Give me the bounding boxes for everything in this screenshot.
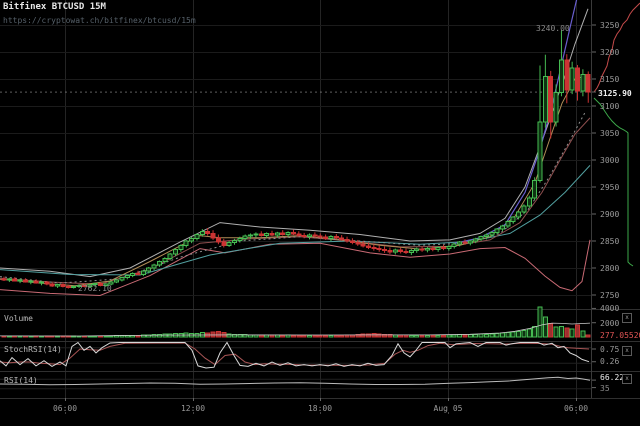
volume-panel-label: Volume [4, 314, 33, 323]
high-watermark-label: 3240.00 [536, 24, 570, 33]
stoch-k-value-label: 0.26 [600, 357, 620, 366]
time-tick-label: 18:00 [307, 404, 333, 413]
price-tick-label: 3000 [600, 156, 620, 165]
page-url: https://cryptowat.ch/bitfinex/btcusd/15m [3, 16, 196, 25]
time-tick-label: Aug 05 [433, 404, 463, 413]
price-tick-label: 3250 [600, 21, 620, 30]
price-tick-label: 2950 [600, 183, 620, 192]
price-tick-label: 3050 [600, 129, 620, 138]
stochrsi-close-button[interactable]: x [622, 346, 632, 356]
rsi-close-button[interactable]: x [622, 374, 632, 384]
rsi-panel-label: RSI(14) [4, 376, 38, 385]
rsi-low-label: 35 [600, 384, 610, 393]
time-tick-label: 06:00 [52, 404, 78, 413]
volume-close-button[interactable]: x [622, 313, 632, 323]
stochrsi-panel-label: StochRSI(14) [4, 345, 62, 354]
symbol-title: Bitfinex BTCUSD 15M [3, 2, 106, 12]
time-tick-label: 06:00 [563, 404, 589, 413]
price-tick-label: 2800 [600, 264, 620, 273]
rsi-value-label: 66.22 [600, 373, 625, 382]
low-watermark-label: 2762.10 [78, 284, 112, 293]
price-tick-label: 3150 [600, 75, 620, 84]
volume-tick-label: 4000 [600, 304, 620, 314]
time-axis[interactable]: 06:00 12:00 18:00 Aug 05 06:00 [0, 398, 640, 426]
price-tick-label: 2900 [600, 210, 620, 219]
price-tick-label: 2750 [600, 291, 620, 300]
time-tick-label: 12:00 [180, 404, 206, 413]
price-tick-label: 3200 [600, 48, 620, 57]
current-volume-label: 277.05520 [600, 331, 640, 340]
price-tick-label: 3100 [600, 102, 620, 111]
stoch-d-value-label: 0.75 [600, 345, 620, 354]
current-price-label: 3125.90 [598, 89, 632, 98]
price-tick-label: 2850 [600, 237, 620, 246]
volume-tick-label: 2000 [600, 318, 620, 328]
